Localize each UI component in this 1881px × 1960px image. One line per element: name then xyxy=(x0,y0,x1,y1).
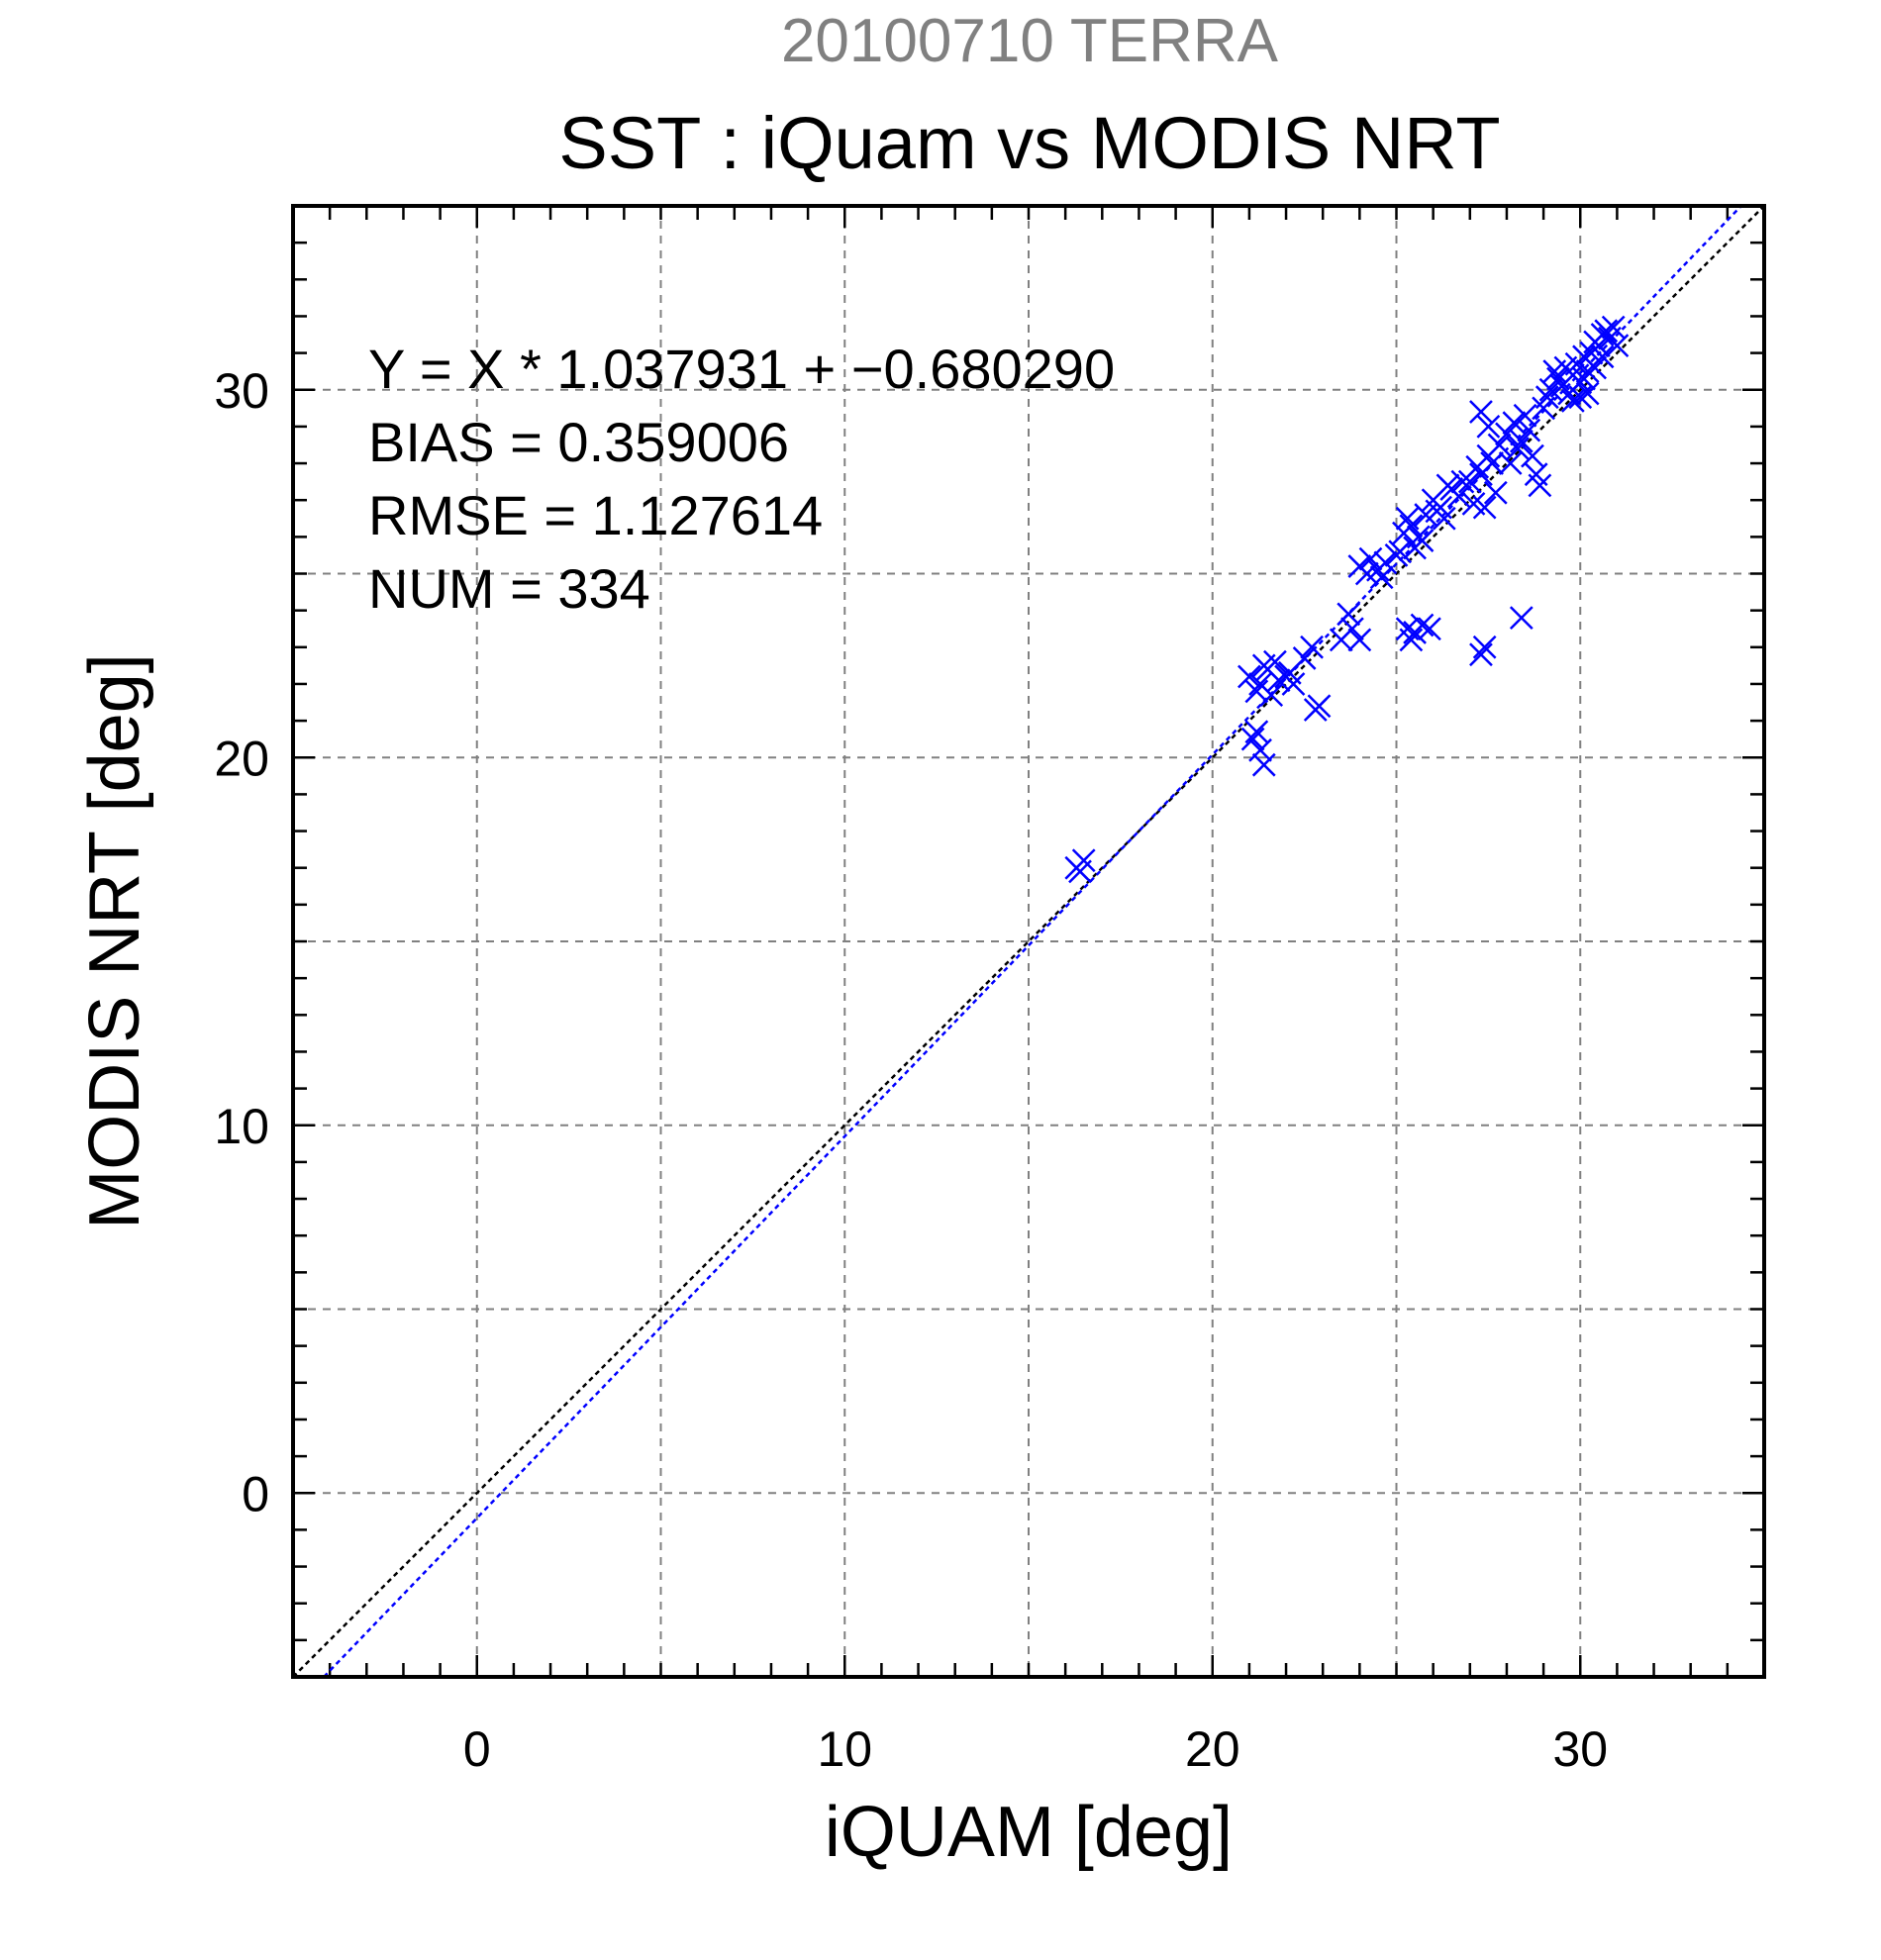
data-point xyxy=(1358,546,1383,571)
data-points xyxy=(1064,315,1630,884)
x-tick-label: 0 xyxy=(463,1721,491,1777)
x-tick-label: 30 xyxy=(1552,1721,1608,1777)
data-point xyxy=(1560,389,1585,413)
data-point xyxy=(1601,315,1626,340)
data-point xyxy=(1425,499,1449,524)
data-point xyxy=(1487,433,1512,457)
stats-annotation: Y = X * 1.037931 + −0.680290 BIAS = 0.35… xyxy=(368,338,1115,620)
data-point xyxy=(1238,664,1261,689)
grid-lines xyxy=(293,206,1764,1677)
data-point xyxy=(1248,737,1272,762)
data-point xyxy=(1469,400,1493,424)
data-point xyxy=(1575,381,1600,406)
data-point xyxy=(1244,720,1269,744)
data-point xyxy=(1469,642,1493,667)
data-point xyxy=(1590,344,1615,369)
data-point xyxy=(1244,679,1269,704)
data-point xyxy=(1509,429,1534,453)
data-point xyxy=(1528,473,1552,498)
x-axis-label: iQUAM [deg] xyxy=(825,1793,1233,1872)
data-point xyxy=(1534,385,1559,410)
data-point xyxy=(1369,565,1394,590)
data-point xyxy=(1605,334,1630,358)
stats-rmse: RMSE = 1.127614 xyxy=(368,484,823,546)
data-point xyxy=(1395,506,1420,531)
data-point xyxy=(1506,437,1530,461)
data-point xyxy=(1347,628,1372,652)
data-point xyxy=(1259,683,1284,707)
data-point xyxy=(1457,469,1482,494)
stats-num: NUM = 334 xyxy=(368,557,650,620)
plot-frame xyxy=(291,204,1766,1679)
data-point xyxy=(1399,628,1424,652)
data-point xyxy=(1406,525,1431,549)
data-point xyxy=(1418,617,1441,641)
data-point xyxy=(1483,480,1508,505)
data-point xyxy=(1388,539,1413,564)
x-tick-label: 10 xyxy=(817,1721,872,1777)
data-point xyxy=(1068,859,1092,884)
y-axis-label: MODIS NRT [deg] xyxy=(75,653,154,1229)
data-point xyxy=(1568,385,1593,410)
data-point xyxy=(1340,617,1364,641)
data-point xyxy=(1480,451,1504,475)
data-point xyxy=(1513,403,1537,428)
data-point xyxy=(1476,415,1501,439)
x-tick-label: 20 xyxy=(1185,1721,1240,1777)
data-point xyxy=(1594,319,1619,343)
stats-equation: Y = X * 1.037931 + −0.680290 xyxy=(368,338,1115,400)
y-tick-labels: 0 10 20 30 xyxy=(214,363,269,1522)
minor-ticks xyxy=(291,204,1766,1679)
data-point xyxy=(1472,495,1497,520)
data-point xyxy=(1517,418,1541,442)
data-point xyxy=(1303,698,1328,722)
data-point xyxy=(1354,561,1379,586)
data-point xyxy=(1472,635,1497,659)
chart-title: SST : iQuam vs MODIS NRT xyxy=(558,102,1500,184)
y-tick-label: 10 xyxy=(214,1099,269,1154)
data-point xyxy=(1240,727,1265,751)
y-tick-label: 0 xyxy=(242,1466,269,1521)
stats-bias: BIAS = 0.359006 xyxy=(368,411,789,473)
data-point xyxy=(1292,646,1317,670)
data-point xyxy=(1495,422,1519,446)
y-tick-label: 20 xyxy=(214,731,269,786)
chart-suptitle: 20100710 TERRA xyxy=(781,7,1279,75)
data-point xyxy=(1263,649,1287,674)
data-point xyxy=(1572,366,1596,391)
data-point xyxy=(1502,411,1527,436)
y-tick-label: 30 xyxy=(214,363,269,419)
data-point xyxy=(1498,451,1523,475)
data-point xyxy=(1251,752,1276,777)
data-point xyxy=(1509,606,1534,630)
x-tick-labels: 0 10 20 30 xyxy=(463,1721,1608,1777)
data-point xyxy=(1546,366,1570,391)
data-point xyxy=(1521,443,1544,468)
data-point xyxy=(1399,514,1424,539)
data-point xyxy=(1436,473,1460,498)
data-point xyxy=(1410,613,1435,637)
data-point xyxy=(1373,550,1398,575)
data-point xyxy=(1336,602,1361,627)
data-point xyxy=(1300,635,1324,659)
